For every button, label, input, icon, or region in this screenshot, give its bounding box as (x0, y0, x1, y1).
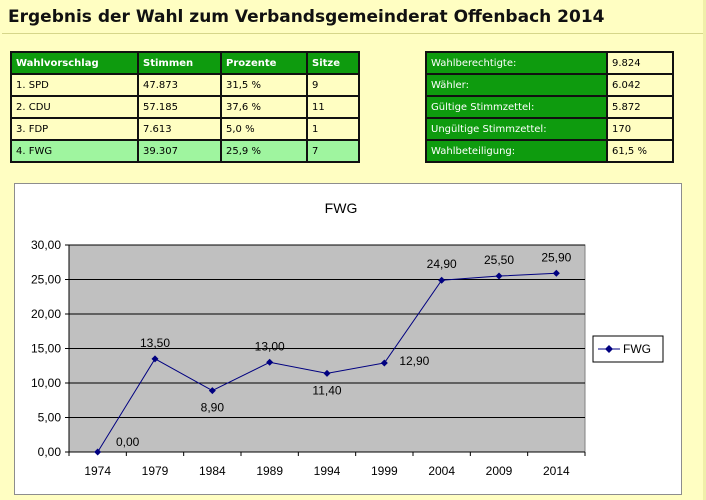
data-label: 25,90 (541, 250, 571, 264)
party-percent: 5,0 % (220, 117, 308, 141)
y-tick-label: 5,00 (38, 411, 62, 425)
party-percent: 37,6 % (220, 95, 308, 119)
data-point (323, 369, 331, 377)
data-point (208, 387, 216, 395)
party-name: 1. SPD (10, 73, 139, 97)
summary-label: Ungültige Stimmzettel: (425, 117, 608, 141)
summary-value: 170 (606, 117, 674, 141)
y-axis: 0,00 5,00 10,00 15,00 20,00 25,00 30,00 (31, 238, 70, 459)
chart-title: FWG (325, 200, 358, 216)
x-tick-label: 2009 (486, 464, 513, 478)
header-stimmen: Stimmen (137, 51, 222, 75)
data-label: 13,00 (255, 339, 285, 353)
y-tick-label: 0,00 (38, 445, 62, 459)
table-row: 2. CDU 57.185 37,6 % 11 (10, 95, 360, 119)
x-tick-label: 1984 (199, 464, 226, 478)
party-name: 4. FWG (10, 139, 139, 163)
table-row: 1. SPD 47.873 31,5 % 9 (10, 73, 360, 97)
y-tick-label: 10,00 (31, 376, 61, 390)
data-labels: 0,00 13,50 8,90 13,00 11,40 12,90 24,90 25,50 25… (116, 250, 572, 449)
x-axis: 1974 1979 1984 1989 1994 1999 2004 2009 2014 (68, 451, 586, 478)
chart-area: FWG 1974 1979 1984 1989 1994 1999 2004 2009 2014… (14, 183, 682, 495)
x-tick-label: 1999 (371, 464, 398, 478)
summary-value: 5.872 (606, 95, 674, 119)
page-title: Ergebnis der Wahl zum Verbandsgemeindera… (8, 7, 605, 27)
party-name: 2. CDU (10, 95, 139, 119)
summary-row: Gültige Stimmzettel: 5.872 (425, 95, 674, 119)
party-seats: 9 (306, 73, 360, 97)
results-table: Wahlvorschlag Stimmen Prozente Sitze 1. … (10, 51, 360, 163)
party-percent: 25,9 % (220, 139, 308, 163)
legend-label: FWG (623, 342, 651, 356)
x-tick-label: 1989 (256, 464, 283, 478)
summary-value: 6.042 (606, 73, 674, 97)
data-label: 12,90 (399, 354, 429, 368)
summary-value: 9.824 (606, 51, 674, 75)
data-point (380, 359, 388, 367)
party-percent: 31,5 % (220, 73, 308, 97)
legend-marker (605, 345, 613, 353)
y-tick-label: 20,00 (31, 307, 61, 321)
party-votes: 7.613 (137, 117, 222, 141)
x-tick-label: 1994 (314, 464, 341, 478)
table-row-highlighted: 4. FWG 39.307 25,9 % 7 (10, 139, 360, 163)
data-point (552, 269, 560, 277)
party-seats: 11 (306, 95, 360, 119)
summary-row: Wahlberechtigte: 9.824 (425, 51, 674, 75)
party-votes: 47.873 (137, 73, 222, 97)
gridlines (69, 244, 585, 418)
data-label: 24,90 (427, 257, 457, 271)
fwg-line-chart: FWG 1974 1979 1984 1989 1994 1999 2004 2009 2014… (31, 200, 664, 478)
data-label: 25,50 (484, 253, 514, 267)
party-votes: 57.185 (137, 95, 222, 119)
legend: FWG (592, 335, 664, 363)
header-prozente: Prozente (220, 51, 308, 75)
data-label: 8,90 (201, 401, 225, 415)
party-votes: 39.307 (137, 139, 222, 163)
y-tick-label: 25,00 (31, 273, 61, 287)
summary-label: Wahlbeteiligung: (425, 139, 608, 163)
data-label: 0,00 (116, 435, 140, 449)
summary-label: Gültige Stimmzettel: (425, 95, 608, 119)
header-wahlvorschlag: Wahlvorschlag (10, 51, 139, 75)
header-sitze: Sitze (306, 51, 360, 75)
summary-row: Ungültige Stimmzettel: 170 (425, 117, 674, 141)
party-name: 3. FDP (10, 117, 139, 141)
data-label: 11,40 (312, 383, 341, 397)
x-tick-label: 2004 (428, 464, 455, 478)
summary-label: Wahlberechtigte: (425, 51, 608, 75)
party-seats: 7 (306, 139, 360, 163)
results-header-row: Wahlvorschlag Stimmen Prozente Sitze (10, 51, 360, 75)
party-seats: 1 (306, 117, 360, 141)
x-tick-label: 1974 (84, 464, 111, 478)
summary-value: 61,5 % (606, 139, 674, 163)
x-tick-label: 1979 (142, 464, 169, 478)
data-point (438, 276, 446, 284)
summary-table: Wahlberechtigte: 9.824 Wähler: 6.042 Gül… (425, 51, 674, 163)
summary-label: Wähler: (425, 73, 608, 97)
table-row: 3. FDP 7.613 5,0 % 1 (10, 117, 360, 141)
x-tick-label: 2014 (543, 464, 570, 478)
summary-row: Wähler: 6.042 (425, 73, 674, 97)
series-markers (94, 269, 560, 456)
y-tick-label: 15,00 (31, 342, 61, 356)
data-point (94, 448, 102, 456)
summary-row: Wahlbeteiligung: 61,5 % (425, 139, 674, 163)
title-divider (2, 33, 706, 34)
data-point (266, 358, 274, 366)
data-point (151, 355, 159, 363)
y-tick-label: 30,00 (31, 238, 61, 252)
data-point (495, 272, 503, 280)
right-border (703, 0, 706, 500)
data-label: 13,50 (140, 336, 170, 350)
